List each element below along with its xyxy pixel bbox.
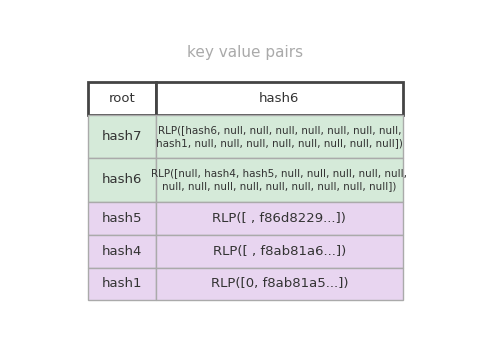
Bar — [88, 267, 156, 300]
Text: hash5: hash5 — [102, 212, 142, 225]
Text: hash6: hash6 — [102, 173, 142, 186]
Text: hash1: hash1 — [102, 277, 142, 290]
Text: key value pairs: key value pairs — [187, 45, 304, 61]
Text: hash6: hash6 — [259, 92, 299, 105]
Bar — [156, 235, 403, 267]
Bar — [156, 115, 403, 158]
Bar — [156, 267, 403, 300]
Bar — [88, 158, 156, 202]
Bar — [88, 115, 156, 158]
Bar — [88, 235, 156, 267]
Bar — [156, 202, 403, 235]
Text: RLP([ , f8ab81a6...]): RLP([ , f8ab81a6...]) — [213, 245, 346, 258]
Text: hash4: hash4 — [102, 245, 142, 258]
Text: RLP([ , f86d8229...]): RLP([ , f86d8229...]) — [213, 212, 346, 225]
Text: hash7: hash7 — [102, 130, 142, 143]
Bar — [156, 158, 403, 202]
Bar — [88, 82, 156, 115]
Text: RLP([null, hash4, hash5, null, null, null, null, null,
null, null, null, null, n: RLP([null, hash4, hash5, null, null, nul… — [151, 168, 408, 192]
Text: RLP([hash6, null, null, null, null, null, null, null,
hash1, null, null, null, n: RLP([hash6, null, null, null, null, null… — [156, 125, 403, 148]
Bar — [156, 82, 403, 115]
Bar — [88, 202, 156, 235]
Text: root: root — [108, 92, 135, 105]
Text: RLP([0, f8ab81a5...]): RLP([0, f8ab81a5...]) — [211, 277, 348, 290]
